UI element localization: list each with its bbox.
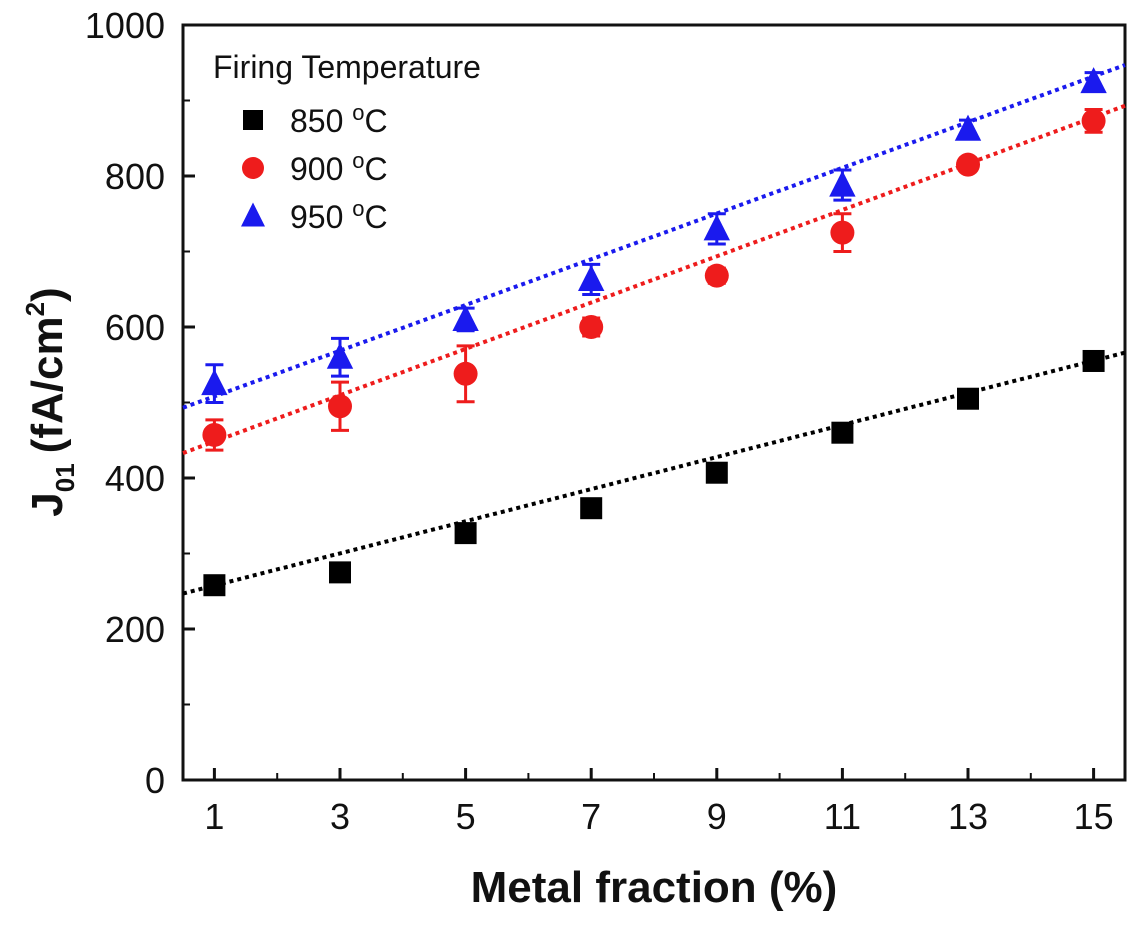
legend-label-unit: C [365, 151, 388, 187]
series-850-point [203, 574, 226, 597]
legend-label-degree: o [352, 148, 364, 173]
series-950-point [829, 170, 856, 197]
series-850-point [329, 561, 351, 584]
x-tick-label: 9 [707, 796, 727, 837]
x-tick-labels: 1 3 5 7 9 11 13 15 [204, 796, 1113, 837]
x-tick-label: 1 [204, 796, 224, 837]
series-950-point [326, 342, 354, 369]
y-axis-title-subscript: 01 [50, 463, 80, 492]
series-900-point [956, 152, 980, 177]
series-850-point [1082, 349, 1105, 372]
y-tick-label: 400 [105, 458, 165, 499]
data-points [201, 67, 1107, 597]
x-axis-title: Metal fraction (%) [471, 863, 838, 912]
series-950-point [1080, 67, 1107, 94]
y-tick-label: 800 [105, 156, 165, 197]
x-tick-label: 13 [948, 796, 988, 837]
y-axis-title-unit: (fA/cm [23, 316, 72, 453]
axis-ticks [183, 23, 1096, 782]
y-axis-title-main: J [23, 492, 72, 516]
series-950-point [954, 114, 982, 141]
series-900-point [704, 263, 729, 288]
series-900-point [579, 315, 604, 339]
legend-label-value: 850 [290, 103, 352, 139]
series-900-point [1081, 108, 1106, 133]
series-900-point [830, 220, 855, 245]
legend-label-900: 900 oC [290, 148, 388, 187]
x-tick-label: 11 [824, 796, 861, 837]
series-900-point [328, 394, 352, 419]
series-850-point [580, 497, 603, 520]
y-axis-title-superscript: 2 [20, 302, 50, 316]
legend-title: Firing Temperature [213, 49, 481, 85]
series-850-point [831, 421, 854, 444]
x-tick-label: 5 [456, 796, 476, 837]
series-950-point [201, 369, 228, 396]
series-950-point [578, 264, 605, 291]
series-900-point [453, 361, 478, 386]
legend-label-unit: C [365, 103, 388, 139]
legend-label-unit: C [365, 199, 388, 235]
series-850-point [957, 387, 979, 410]
legend-label-850: 850 oC [290, 100, 388, 139]
legend-label-value: 950 [290, 199, 352, 235]
series-850-point [705, 461, 728, 484]
y-tick-label: 1000 [85, 5, 165, 46]
y-axis-title: J01 (fA/cm2) [20, 287, 80, 516]
x-tick-label: 3 [330, 796, 350, 837]
series-850-fit-line [182, 350, 1126, 596]
legend-label-value: 900 [290, 151, 352, 187]
y-tick-label: 600 [105, 307, 165, 348]
legend-label-degree: o [352, 196, 364, 221]
series-850-point [454, 522, 477, 545]
y-axis-title-close: ) [23, 287, 72, 302]
x-tick-label: 7 [581, 796, 601, 837]
legend-marker-950 [241, 202, 265, 227]
series-900-point [202, 422, 227, 447]
series-950-point [452, 304, 479, 331]
fit-lines [182, 63, 1126, 596]
legend-label-950: 950 oC [290, 196, 388, 235]
x-tick-label: 15 [1074, 796, 1114, 837]
series-950-point [703, 214, 730, 241]
legend-label-degree: o [352, 100, 364, 125]
y-tick-labels: 0 200 400 600 800 1000 [85, 5, 165, 801]
y-tick-label: 200 [105, 609, 165, 650]
legend-marker-900 [242, 157, 264, 179]
legend-marker-850 [243, 110, 263, 130]
y-tick-label: 0 [145, 760, 165, 801]
